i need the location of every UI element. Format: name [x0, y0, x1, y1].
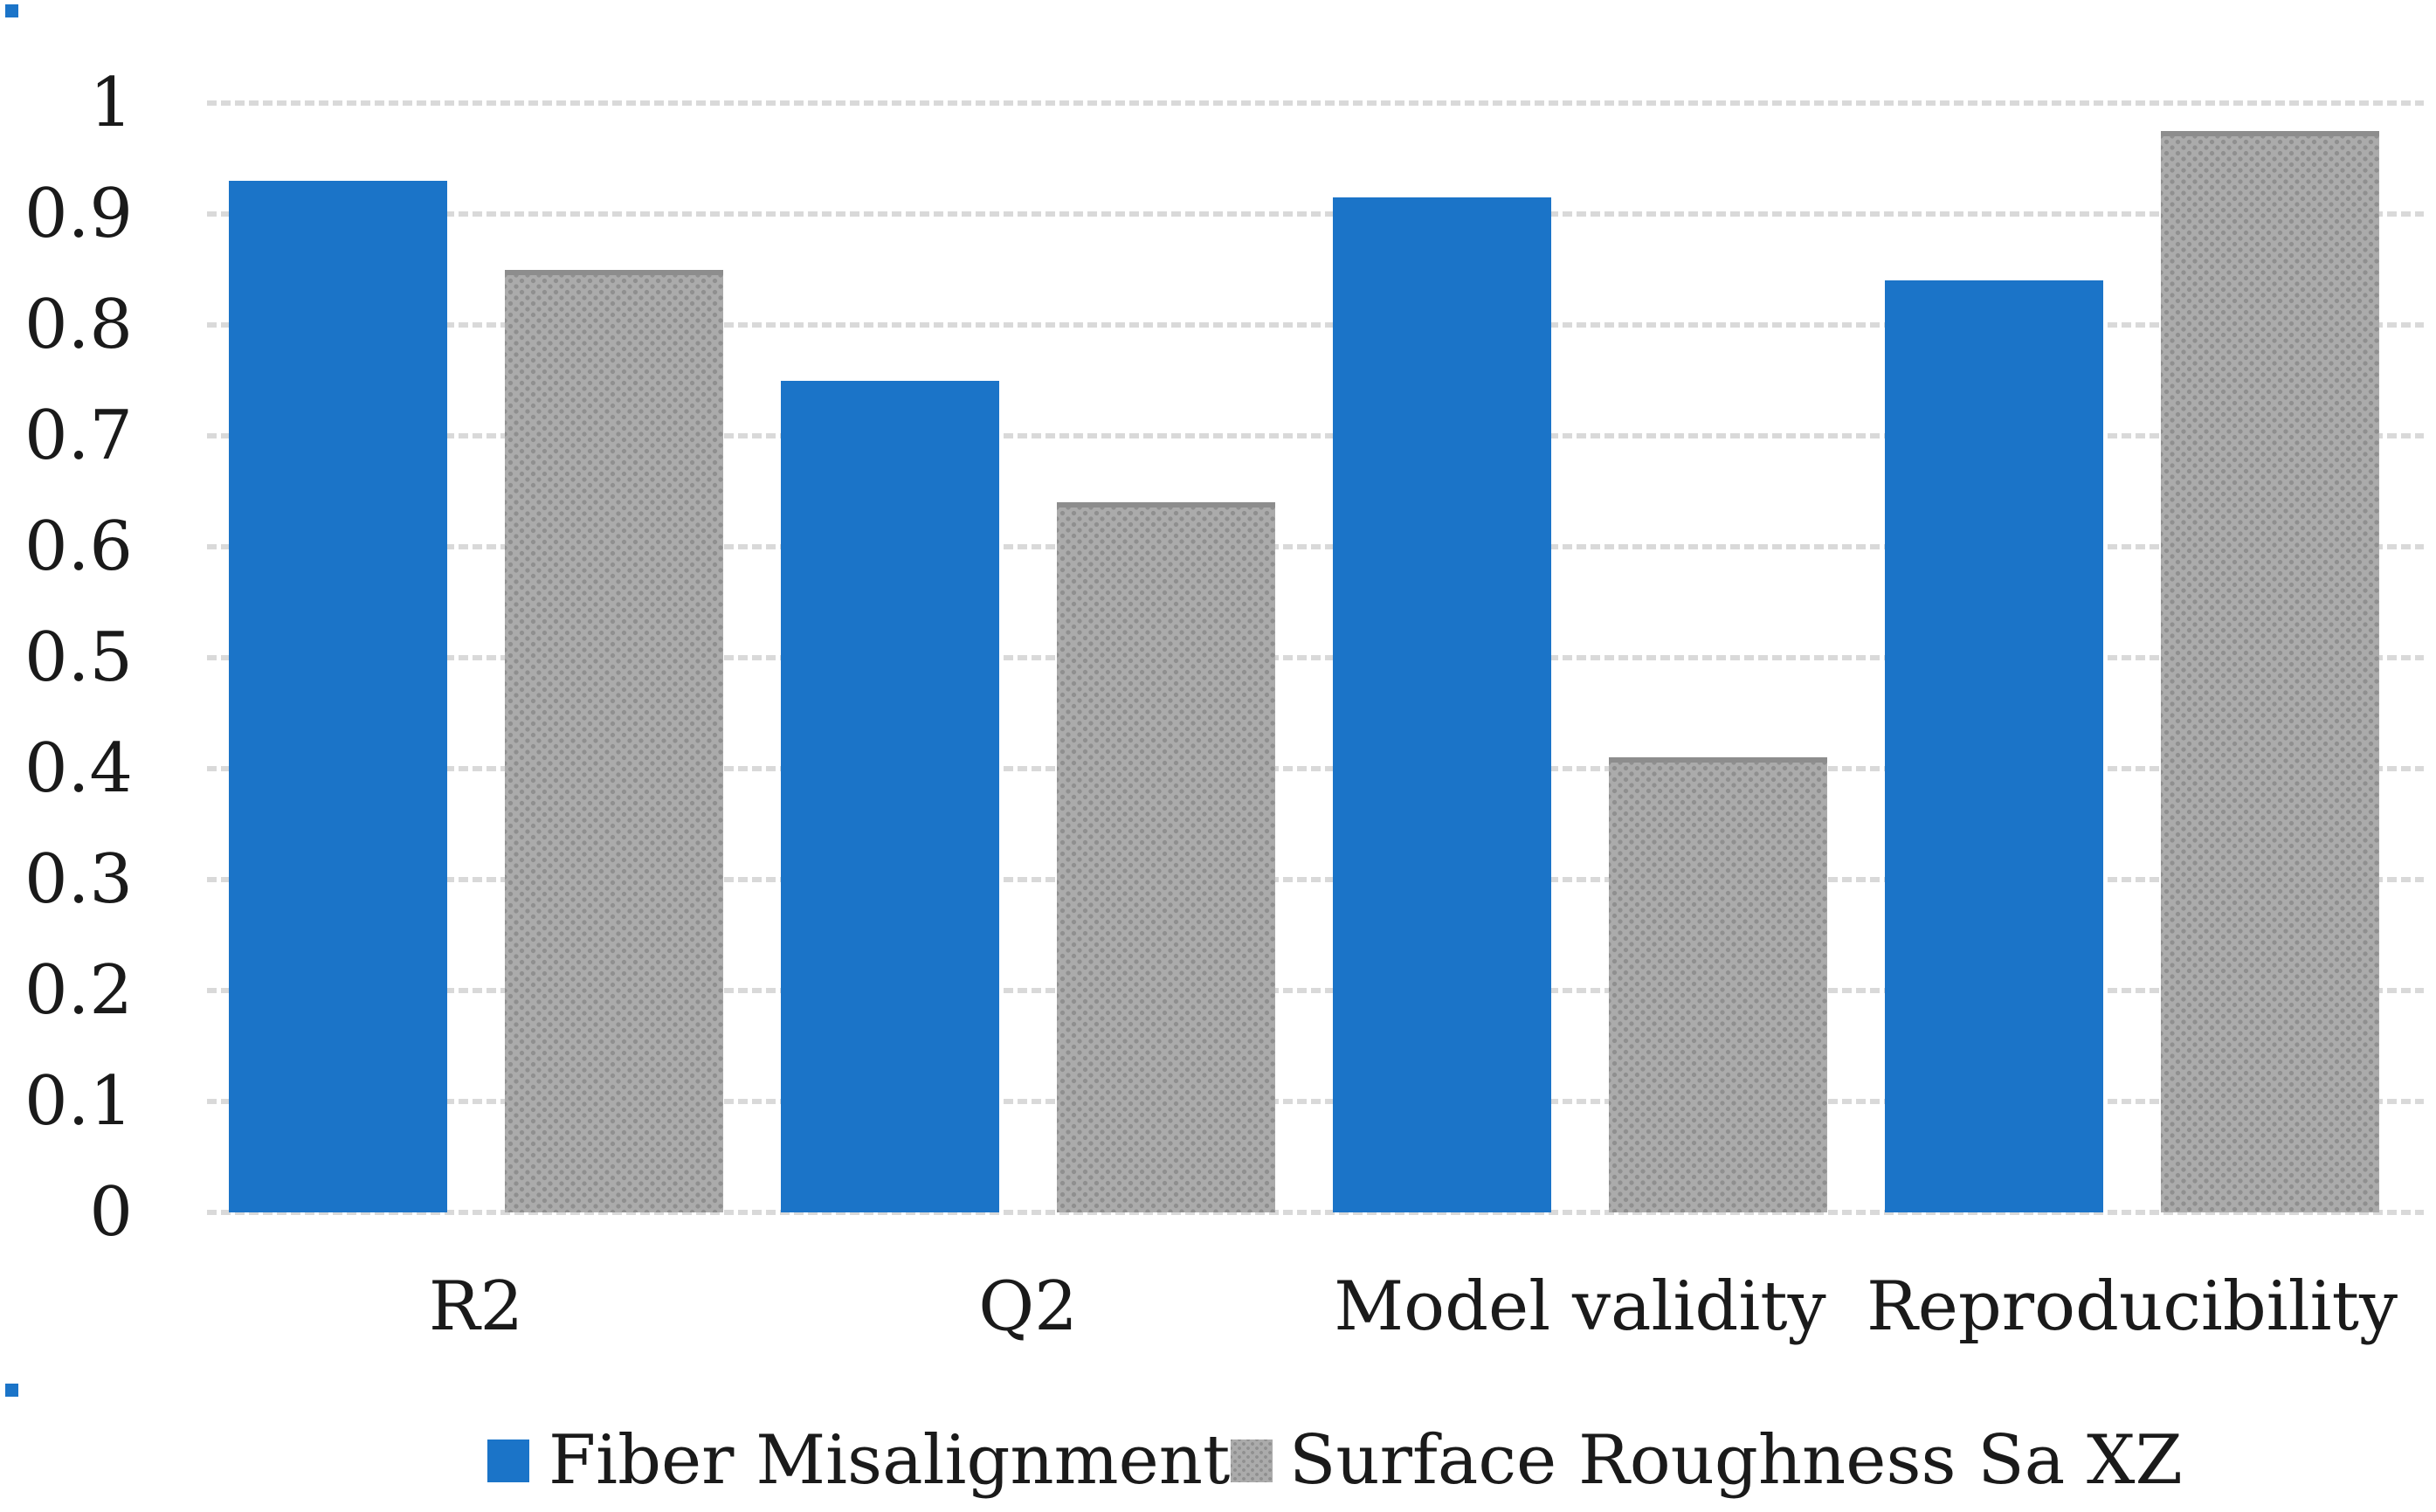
bar-surface-roughness-sa-xz-q2 [1057, 502, 1275, 1212]
legend-swatch-fiber-misalignment [487, 1440, 529, 1482]
y-tick-label-0: 0 [89, 1173, 133, 1252]
bar-surface-roughness-sa-xz-r2 [505, 269, 723, 1212]
y-tick-label-0.9: 0.9 [24, 175, 133, 253]
bar-surface-roughness-sa-xz-model-validity [1609, 757, 1827, 1212]
bar-fiber-misalignment-r2 [229, 180, 447, 1212]
gridline-0.7 [207, 433, 2424, 438]
gridline-0.3 [207, 877, 2424, 882]
gridline-0.9 [207, 211, 2424, 217]
gridline-0 [207, 1210, 2424, 1215]
bar-surface-roughness-sa-xz-reproducibility [2161, 130, 2379, 1212]
y-tick-label-0.5: 0.5 [24, 618, 133, 697]
y-tick-label-0.6: 0.6 [24, 507, 133, 586]
bar-fiber-misalignment-model-validity [1333, 197, 1551, 1212]
y-tick-label-0.1: 0.1 [24, 1062, 133, 1141]
y-tick-label-0.4: 0.4 [24, 729, 133, 808]
x-category-label-q2: Q2 [978, 1267, 1078, 1346]
gridline-0.6 [207, 544, 2424, 549]
y-tick-label-0.2: 0.2 [24, 951, 133, 1030]
y-tick-label-1: 1 [89, 64, 133, 142]
legend-label-fiber-misalignment: Fiber Misalignment [549, 1421, 1231, 1500]
x-category-label-reproducibility: Reproducibility [1866, 1267, 2398, 1346]
y-tick-label-0.3: 0.3 [24, 840, 133, 919]
y-tick-label-0.8: 0.8 [24, 286, 133, 364]
legend-swatch-surface-roughness [1231, 1440, 1273, 1482]
gridline-0.5 [207, 655, 2424, 660]
gridline-0.2 [207, 988, 2424, 993]
gridline-0.4 [207, 766, 2424, 771]
x-category-label-r2: R2 [428, 1267, 524, 1346]
y-tick-label-0.7: 0.7 [24, 397, 133, 475]
gridline-0.8 [207, 322, 2424, 328]
legend-label-surface-roughness: Surface Roughness Sa XZ [1289, 1421, 2183, 1500]
bar-fiber-misalignment-q2 [781, 380, 999, 1212]
bar-fiber-misalignment-reproducibility [1885, 280, 2103, 1212]
gridline-1 [207, 100, 2424, 106]
gridline-0.1 [207, 1099, 2424, 1104]
artifact-mark-bottom-left [5, 1384, 18, 1397]
artifact-mark-top-left [5, 4, 18, 17]
x-category-label-model-validity: Model validity [1334, 1267, 1826, 1346]
